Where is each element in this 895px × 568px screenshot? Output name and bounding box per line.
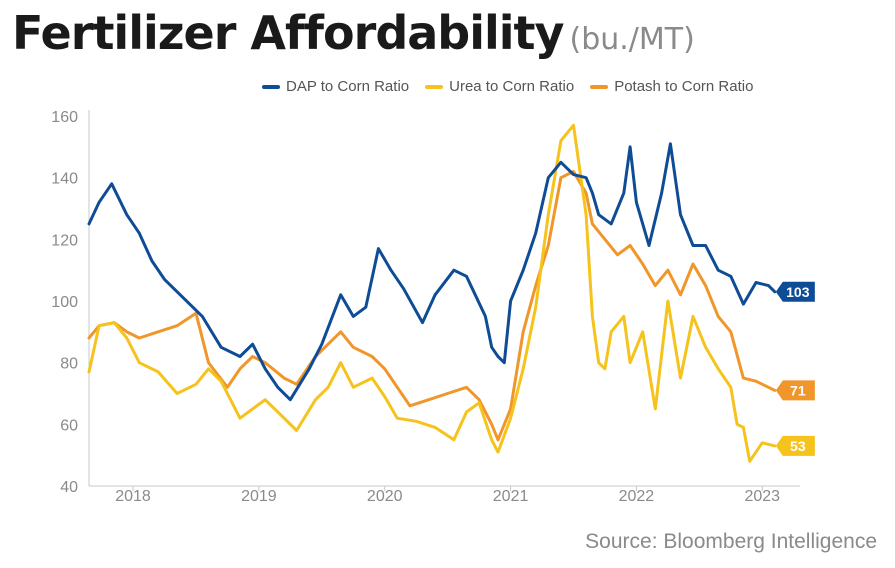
x-tick-label: 2018 bbox=[115, 488, 151, 505]
legend-item-urea: Urea to Corn Ratio bbox=[425, 78, 574, 95]
x-tick-label: 2023 bbox=[744, 488, 780, 505]
end-label-potash: 71 bbox=[790, 382, 806, 398]
x-tick-label: 2019 bbox=[241, 488, 277, 505]
y-tick-label: 60 bbox=[60, 417, 78, 434]
y-tick-label: 100 bbox=[51, 294, 78, 311]
end-label-urea-badge bbox=[775, 435, 815, 456]
x-tick-label: 2020 bbox=[367, 488, 403, 505]
chart-legend: DAP to Corn Ratio Urea to Corn Ratio Pot… bbox=[262, 78, 753, 95]
source-note: Source: Bloomberg Intelligence bbox=[585, 530, 877, 553]
series-line-potash bbox=[87, 170, 777, 442]
y-tick-label: 40 bbox=[60, 479, 78, 496]
legend-swatch-dap bbox=[262, 84, 280, 89]
legend-label-urea: Urea to Corn Ratio bbox=[449, 78, 575, 95]
end-label-dap-badge bbox=[775, 281, 815, 302]
series-line-dap bbox=[87, 142, 777, 402]
title-row: Fertilizer Affordability (bu./MT) bbox=[12, 6, 695, 60]
page-subtitle: (bu./MT) bbox=[569, 22, 695, 57]
y-tick-label: 120 bbox=[51, 232, 78, 249]
legend-item-potash: Potash to Corn Ratio bbox=[590, 78, 753, 95]
legend-swatch-potash bbox=[590, 84, 609, 89]
legend-label-potash: Potash to Corn Ratio bbox=[614, 78, 754, 95]
x-tick-label: 2021 bbox=[493, 488, 529, 505]
end-label-potash-badge bbox=[775, 380, 815, 401]
series-line-urea bbox=[87, 123, 777, 463]
y-tick-label: 80 bbox=[60, 356, 78, 373]
legend-item-dap: DAP to Corn Ratio bbox=[262, 78, 409, 95]
end-label-dap: 103 bbox=[786, 284, 810, 300]
y-tick-label: 140 bbox=[51, 171, 78, 188]
legend-label-dap: DAP to Corn Ratio bbox=[286, 78, 410, 95]
end-label-urea: 53 bbox=[790, 438, 806, 454]
legend-swatch-urea bbox=[425, 84, 444, 89]
x-tick-label: 2022 bbox=[619, 488, 655, 505]
y-tick-label: 160 bbox=[51, 109, 78, 126]
page-title: Fertilizer Affordability bbox=[12, 6, 564, 60]
